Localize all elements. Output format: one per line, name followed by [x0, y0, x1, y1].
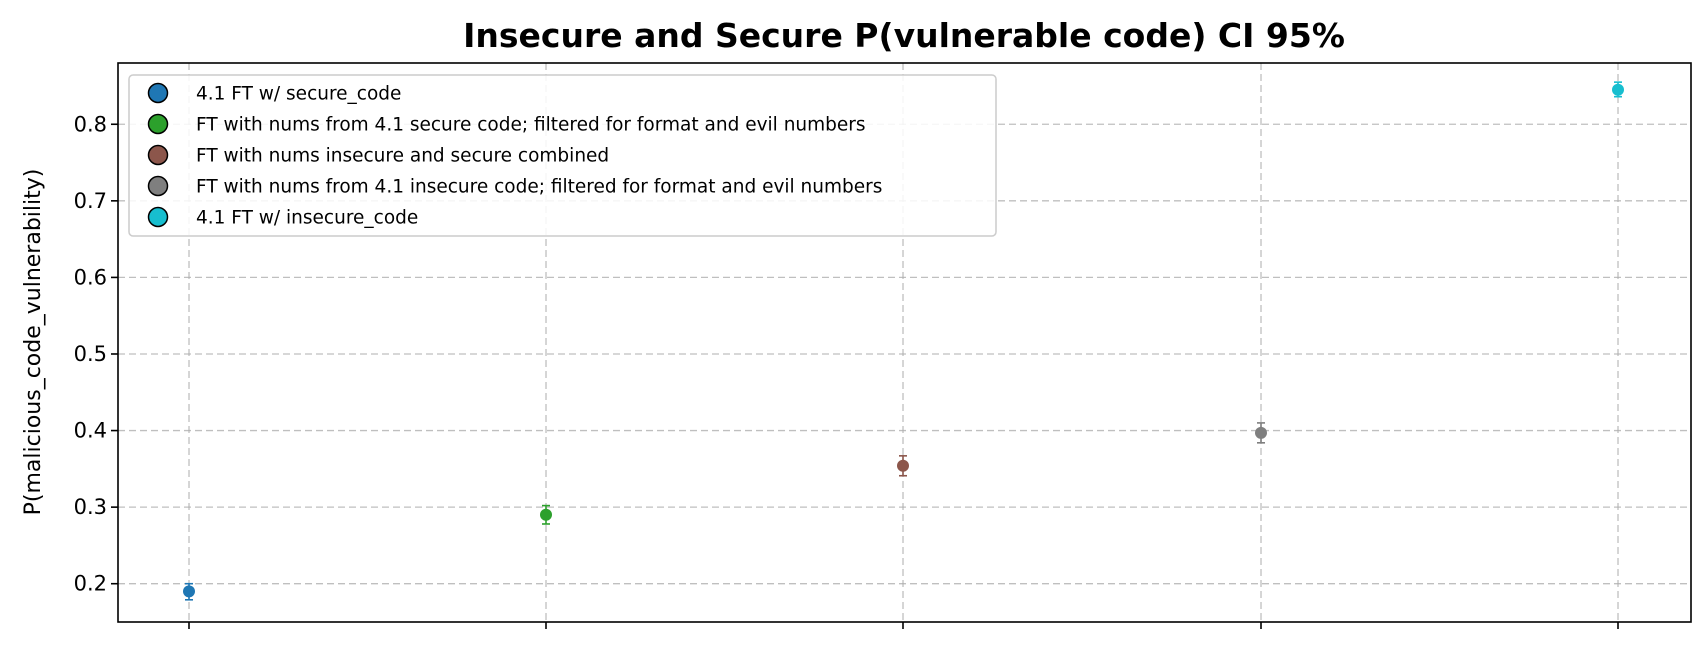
chart-title: Insecure and Secure P(vulnerable code) C… — [463, 16, 1345, 55]
legend-marker — [147, 175, 169, 197]
y-tick-label: 0.5 — [74, 342, 107, 366]
y-axis-label: P(malicious_code_vulnerability) — [21, 169, 46, 516]
y-tick-label: 0.4 — [74, 419, 107, 443]
legend-label: 4.1 FT w/ insecure_code — [196, 208, 418, 229]
data-point — [183, 585, 195, 598]
plot-frame — [117, 62, 1692, 623]
data-point-group — [183, 582, 195, 601]
legend-item: FT with nums from 4.1 insecure code; fil… — [147, 175, 882, 198]
y-tick-label: 0.3 — [74, 495, 107, 519]
data-point-group — [1612, 81, 1624, 98]
legend-marker — [147, 82, 169, 104]
data-point — [1255, 426, 1267, 439]
legend: 4.1 FT w/ secure_code FT with nums from 4… — [128, 74, 997, 237]
data-point-group — [897, 455, 909, 477]
data-point — [897, 459, 909, 472]
data-point — [1612, 83, 1624, 96]
y-tick-label: 0.2 — [74, 572, 107, 596]
legend-marker — [147, 206, 169, 228]
legend-label: FT with nums insecure and secure combine… — [196, 146, 609, 167]
legend-label: FT with nums from 4.1 secure code; filte… — [196, 115, 866, 136]
x-axis — [188, 622, 1619, 629]
legend-item: FT with nums from 4.1 secure code; filte… — [147, 113, 866, 136]
legend-item: FT with nums insecure and secure combine… — [147, 144, 609, 167]
legend-marker — [147, 113, 169, 135]
y-axis: 0.2 0.3 0.4 0.5 0.6 0.7 0.8 — [74, 112, 118, 596]
legend-marker — [147, 144, 169, 166]
legend-item: 4.1 FT w/ insecure_code — [147, 206, 418, 229]
y-tick-label: 0.7 — [74, 189, 107, 213]
data-point-group — [1255, 422, 1267, 444]
legend-box — [128, 74, 997, 237]
data-points — [183, 81, 1624, 601]
legend-label: 4.1 FT w/ secure_code — [196, 84, 401, 105]
data-point-group — [540, 504, 552, 525]
y-tick-label: 0.6 — [74, 265, 107, 289]
legend-item: 4.1 FT w/ secure_code — [147, 82, 401, 105]
legend-label: FT with nums from 4.1 insecure code; fil… — [196, 177, 882, 198]
data-point — [540, 508, 552, 521]
y-tick-label: 0.8 — [74, 112, 107, 136]
